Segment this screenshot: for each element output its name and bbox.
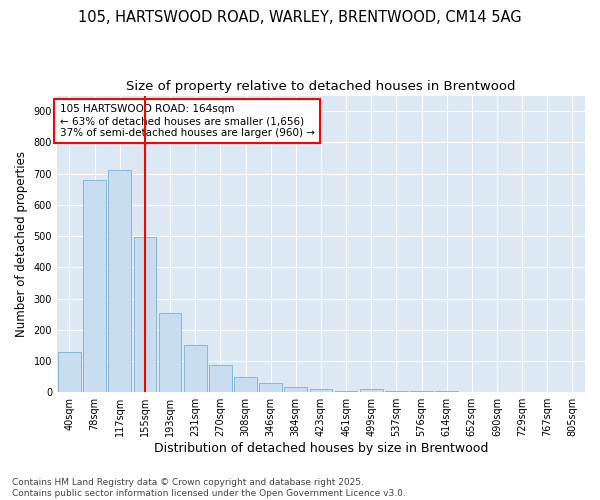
Bar bbox=[83, 180, 106, 392]
Text: 105, HARTSWOOD ROAD, WARLEY, BRENTWOOD, CM14 5AG: 105, HARTSWOOD ROAD, WARLEY, BRENTWOOD, … bbox=[78, 10, 522, 25]
X-axis label: Distribution of detached houses by size in Brentwood: Distribution of detached houses by size … bbox=[154, 442, 488, 455]
Bar bbox=[360, 389, 383, 392]
Bar bbox=[58, 352, 81, 392]
Bar bbox=[335, 390, 358, 392]
Y-axis label: Number of detached properties: Number of detached properties bbox=[15, 151, 28, 337]
Bar bbox=[134, 238, 156, 392]
Bar bbox=[385, 390, 408, 392]
Bar bbox=[209, 366, 232, 392]
Bar bbox=[284, 387, 307, 392]
Bar bbox=[234, 376, 257, 392]
Bar bbox=[259, 384, 282, 392]
Text: Contains HM Land Registry data © Crown copyright and database right 2025.
Contai: Contains HM Land Registry data © Crown c… bbox=[12, 478, 406, 498]
Bar bbox=[410, 390, 433, 392]
Bar bbox=[159, 312, 181, 392]
Bar bbox=[109, 170, 131, 392]
Title: Size of property relative to detached houses in Brentwood: Size of property relative to detached ho… bbox=[126, 80, 516, 93]
Bar bbox=[310, 389, 332, 392]
Text: 105 HARTSWOOD ROAD: 164sqm
← 63% of detached houses are smaller (1,656)
37% of s: 105 HARTSWOOD ROAD: 164sqm ← 63% of deta… bbox=[59, 104, 314, 138]
Bar bbox=[184, 344, 206, 392]
Bar bbox=[436, 390, 458, 392]
